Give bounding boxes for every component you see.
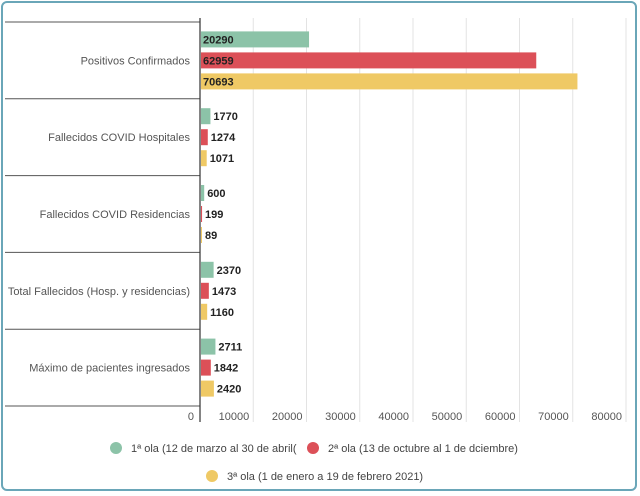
bar (201, 185, 205, 201)
legend-label: 1ª ola (12 de marzo al 30 de abril( (131, 443, 297, 455)
bar (201, 108, 211, 125)
x-tick-label: 30000 (325, 411, 356, 423)
data-label: 1160 (210, 307, 234, 319)
bar (201, 73, 578, 90)
bar (201, 282, 209, 299)
x-tick-label: 60000 (485, 411, 516, 423)
category-label: Máximo de pacientes ingresados (29, 363, 190, 375)
x-tick-label: 70000 (538, 411, 569, 423)
bar (201, 52, 537, 69)
data-label: 1274 (211, 132, 236, 144)
data-label: 1770 (213, 111, 237, 123)
x-tick-label: 40000 (378, 411, 409, 423)
bar (201, 261, 214, 278)
x-tick-label: 50000 (432, 411, 463, 423)
data-label: 1473 (212, 286, 236, 298)
bar (201, 227, 202, 243)
x-tick-label: 20000 (272, 411, 303, 423)
data-label: 600 (207, 188, 225, 200)
x-tick-label: 10000 (219, 411, 250, 423)
data-label: 20290 (203, 34, 234, 46)
bar (201, 206, 203, 222)
bar (201, 359, 211, 376)
legend-marker (206, 470, 218, 482)
data-label: 2370 (217, 265, 241, 277)
x-tick-label: 80000 (591, 411, 622, 423)
category-label: Fallecidos COVID Hospitales (48, 132, 190, 144)
bar (201, 129, 208, 146)
legend-marker (110, 442, 122, 454)
x-tick-label: 0 (188, 411, 194, 423)
data-label: 2420 (217, 384, 241, 396)
data-label: 199 (205, 209, 223, 221)
data-label: 1071 (210, 153, 234, 165)
legend-label: 3ª ola (1 de enero a 19 de febrero 2021) (227, 471, 423, 483)
data-label: 89 (205, 230, 217, 242)
bar (201, 303, 208, 320)
bar (201, 338, 216, 355)
category-label: Total Fallecidos (Hosp. y residencias) (8, 286, 190, 298)
legend-label: 2ª ola (13 de octubre al 1 de dciembre) (328, 443, 518, 455)
data-label: 62959 (203, 55, 234, 67)
legend-marker (307, 442, 319, 454)
data-label: 2711 (218, 342, 242, 354)
bar (201, 150, 207, 167)
category-label: Fallecidos COVID Residencias (40, 209, 191, 221)
bar (201, 380, 214, 397)
category-label: Positivos Confirmados (81, 55, 191, 67)
bar (201, 31, 310, 48)
data-label: 1842 (214, 363, 238, 375)
data-label: 70693 (203, 76, 234, 88)
